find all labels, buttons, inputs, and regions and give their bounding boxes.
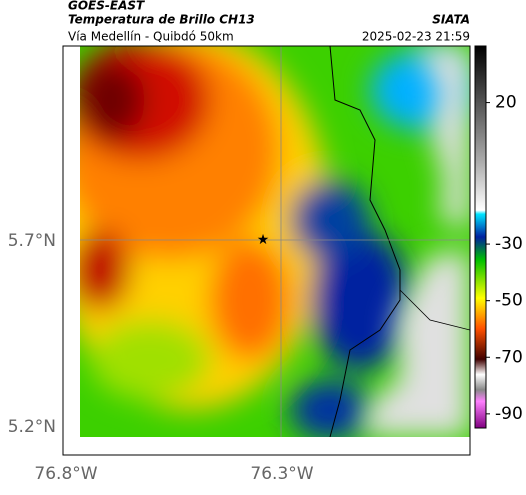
colorbar-tick-label: -30: [495, 234, 523, 254]
svg-text:★: ★: [257, 232, 270, 248]
satellite-image: ★: [80, 46, 470, 437]
colorbar-tick-label: -70: [495, 347, 523, 367]
map-frame: [62, 45, 471, 456]
colorbar: 20 -30 -50 -70 -90: [474, 45, 523, 429]
lat-label: 5.2°N: [8, 417, 56, 437]
colorbar-tick-label: -50: [495, 291, 523, 311]
org: SIATA: [432, 13, 470, 27]
colorbar-tick-label: -90: [495, 404, 523, 424]
colorbar-scale: [474, 45, 487, 429]
lat-label: 5.7°N: [8, 231, 56, 251]
route: Vía Medellín - Quibdó 50km: [68, 30, 234, 44]
lon-label: 76.3°W: [250, 464, 313, 484]
source: GOES-EAST: [68, 0, 145, 13]
lon-label: 76.8°W: [34, 464, 97, 484]
colorbar-tick-label: 20: [495, 93, 517, 113]
datetime: 2025-02-23 21:59: [362, 30, 470, 44]
product: Temperatura de Brillo CH13: [68, 13, 255, 27]
